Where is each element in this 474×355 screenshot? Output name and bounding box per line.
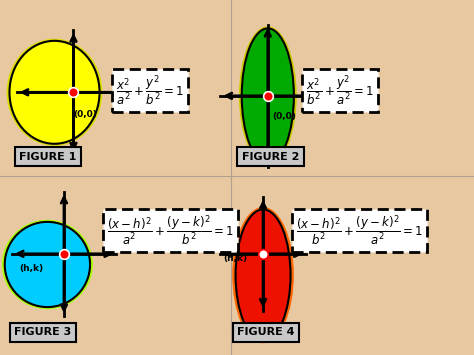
Text: $\dfrac{x^2}{b^2}+\dfrac{y^2}{a^2}=1$: $\dfrac{x^2}{b^2}+\dfrac{y^2}{a^2}=1$	[306, 73, 374, 108]
Ellipse shape	[5, 222, 90, 307]
Text: (0,0): (0,0)	[273, 112, 296, 121]
Text: FIGURE 1: FIGURE 1	[19, 152, 76, 162]
Text: $\dfrac{x^2}{a^2}+\dfrac{y^2}{b^2}=1$: $\dfrac{x^2}{a^2}+\dfrac{y^2}{b^2}=1$	[116, 73, 184, 108]
Ellipse shape	[232, 207, 294, 343]
Ellipse shape	[236, 209, 291, 341]
Text: FIGURE 4: FIGURE 4	[237, 327, 294, 337]
Ellipse shape	[2, 220, 93, 309]
Ellipse shape	[242, 28, 294, 163]
Text: FIGURE 2: FIGURE 2	[242, 152, 299, 162]
Text: (0,0): (0,0)	[73, 110, 97, 119]
Ellipse shape	[239, 26, 297, 165]
Ellipse shape	[9, 41, 100, 144]
Text: (h,k): (h,k)	[19, 264, 43, 273]
Text: $\dfrac{(x-h)^2}{b^2}+\dfrac{(y-k)^2}{a^2}=1$: $\dfrac{(x-h)^2}{b^2}+\dfrac{(y-k)^2}{a^…	[296, 213, 423, 248]
Text: (h,k): (h,k)	[223, 254, 247, 263]
Text: FIGURE 3: FIGURE 3	[14, 327, 72, 337]
Text: $\dfrac{(x-h)^2}{a^2}+\dfrac{(y-k)^2}{b^2}=1$: $\dfrac{(x-h)^2}{a^2}+\dfrac{(y-k)^2}{b^…	[107, 213, 234, 248]
Ellipse shape	[7, 39, 102, 146]
